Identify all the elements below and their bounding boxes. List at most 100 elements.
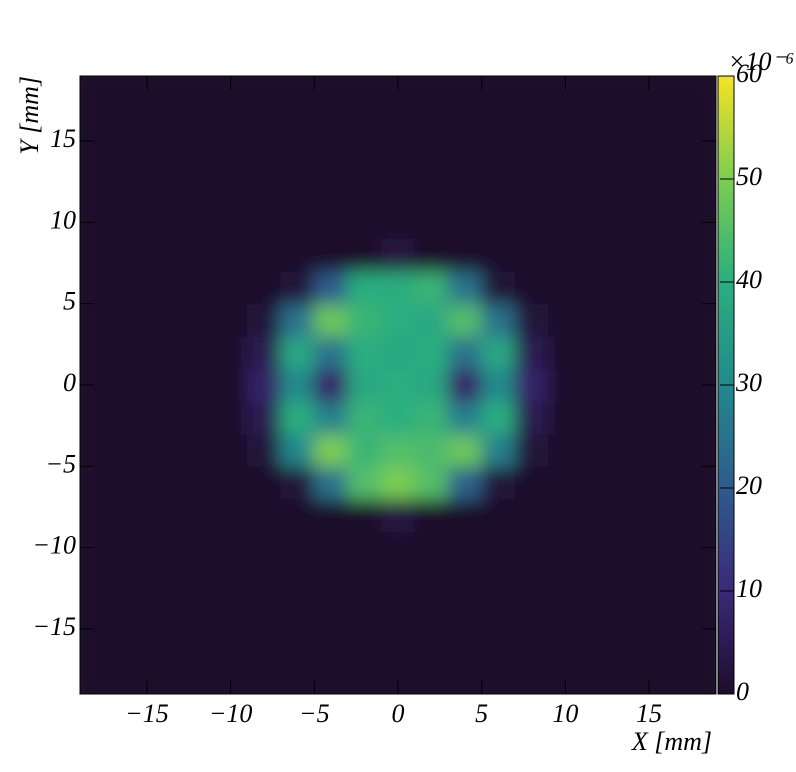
colorbar-tick-label: 40 (736, 265, 762, 294)
x-tick-label: 15 (636, 699, 662, 728)
heat-cell (548, 108, 583, 142)
heat-cell (280, 140, 315, 175)
heat-cell (481, 335, 516, 370)
heat-cell (112, 108, 148, 142)
heat-cell (447, 335, 483, 370)
heat-cell (313, 173, 349, 207)
heat-cell (615, 238, 650, 272)
heat-cell (213, 335, 248, 370)
heat-cell (514, 433, 550, 467)
heat-cell (648, 238, 684, 272)
heat-cell (447, 270, 483, 305)
heat-cell (615, 76, 650, 110)
y-tick-label: −5 (45, 449, 76, 478)
heat-cell (280, 628, 315, 662)
heat-cell (414, 205, 449, 240)
heat-cell (648, 335, 684, 370)
heat-cell (447, 498, 483, 532)
heat-cell (213, 173, 248, 207)
heat-cell (347, 660, 382, 694)
heat-cell (280, 433, 315, 467)
heat-cell (112, 270, 148, 305)
heat-cell (280, 465, 315, 500)
heat-cell (146, 76, 181, 110)
heat-cell (682, 303, 716, 337)
heat-cell (414, 368, 449, 402)
heat-cell (112, 173, 148, 207)
heat-cell (548, 205, 583, 240)
heat-cell (514, 368, 550, 402)
heat-cell (347, 368, 382, 402)
heat-cell (179, 335, 215, 370)
heat-cell (581, 563, 617, 597)
heat-cell (514, 530, 550, 565)
heat-cell (213, 238, 248, 272)
heat-cell (347, 563, 382, 597)
heat-cell (682, 498, 716, 532)
heat-cell (112, 595, 148, 630)
heat-cell (447, 530, 483, 565)
heat-cell (682, 238, 716, 272)
heat-cell (213, 140, 248, 175)
heat-cell (514, 303, 550, 337)
x-tick-label: 5 (475, 699, 488, 728)
heat-cell (615, 368, 650, 402)
heat-cell (615, 140, 650, 175)
heat-cell (179, 465, 215, 500)
heat-cell (648, 400, 684, 435)
heat-cell (648, 498, 684, 532)
heat-cell (213, 530, 248, 565)
heat-cell (447, 400, 483, 435)
heat-cell (380, 368, 416, 402)
heat-cell (514, 270, 550, 305)
heat-cell (615, 498, 650, 532)
heat-cell (447, 303, 483, 337)
heat-cell (280, 563, 315, 597)
heat-cell (615, 563, 650, 597)
heat-cell (347, 173, 382, 207)
heat-cell (213, 108, 248, 142)
heat-cell (347, 433, 382, 467)
heat-cell (313, 108, 349, 142)
heat-cell (380, 563, 416, 597)
x-axis-label: X [mm] (631, 727, 712, 756)
heat-cell (581, 238, 617, 272)
heat-cell (380, 530, 416, 565)
heat-cell (548, 270, 583, 305)
colorbar-multiplier: ×10⁻⁶ (728, 47, 794, 76)
heat-cell (514, 628, 550, 662)
heat-cell (347, 238, 382, 272)
heat-cell (414, 400, 449, 435)
heat-cell (280, 335, 315, 370)
heat-cell (179, 303, 215, 337)
heat-cell (313, 140, 349, 175)
heat-cell (615, 465, 650, 500)
heat-cell (380, 270, 416, 305)
heat-cell (514, 465, 550, 500)
heat-cell (246, 660, 282, 694)
heat-cell (581, 433, 617, 467)
heat-cell (548, 498, 583, 532)
heat-cell (347, 595, 382, 630)
heat-cell (447, 205, 483, 240)
heat-cell (581, 303, 617, 337)
heat-cell (246, 303, 282, 337)
heat-cell (347, 303, 382, 337)
heat-cell (447, 108, 483, 142)
heat-cell (313, 270, 349, 305)
heat-cell (514, 238, 550, 272)
heat-cell (313, 563, 349, 597)
heat-cell (615, 205, 650, 240)
heat-cell (146, 563, 181, 597)
heat-cell (615, 173, 650, 207)
heat-cell (414, 563, 449, 597)
y-tick-label: −15 (32, 612, 76, 641)
heat-cell (481, 140, 516, 175)
heat-cell (146, 335, 181, 370)
heat-cell (481, 238, 516, 272)
heat-cell (213, 303, 248, 337)
heat-cell (213, 205, 248, 240)
heat-cell (447, 173, 483, 207)
heat-cell (514, 173, 550, 207)
heat-cell (682, 173, 716, 207)
